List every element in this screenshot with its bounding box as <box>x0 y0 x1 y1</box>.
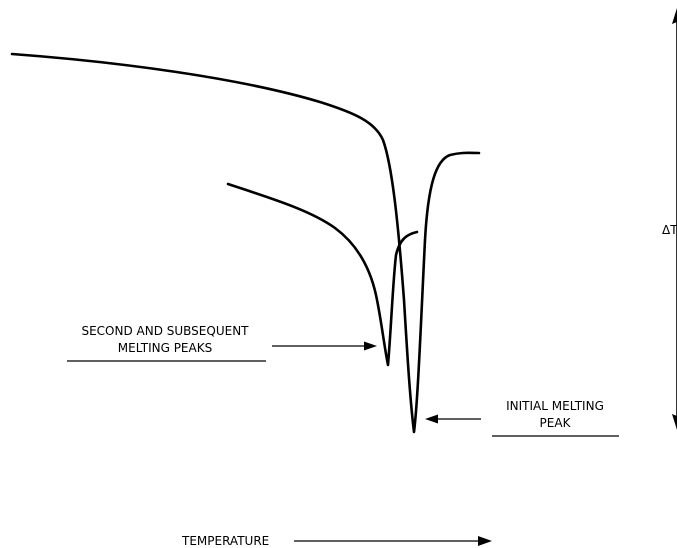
second-peaks-label-line1: SECOND AND SUBSEQUENT <box>81 324 249 338</box>
temperature-arrowhead <box>478 536 492 546</box>
delta-t-arrowhead-down <box>672 414 677 430</box>
initial-peak-label-line2: PEAK <box>540 416 572 430</box>
initial-peak-arrowhead <box>425 414 438 424</box>
second-peak-arrowhead <box>364 341 377 351</box>
delta-t-arrowhead-up <box>672 8 677 24</box>
temperature-label: TEMPERATURE <box>181 534 269 548</box>
delta-t-label: ΔT <box>662 223 677 237</box>
second-melting-curve <box>226 182 419 367</box>
initial-peak-label-line1: INITIAL MELTING <box>506 399 604 413</box>
second-peaks-label-line2: MELTING PEAKS <box>118 341 212 355</box>
initial-melting-curve <box>10 52 481 434</box>
